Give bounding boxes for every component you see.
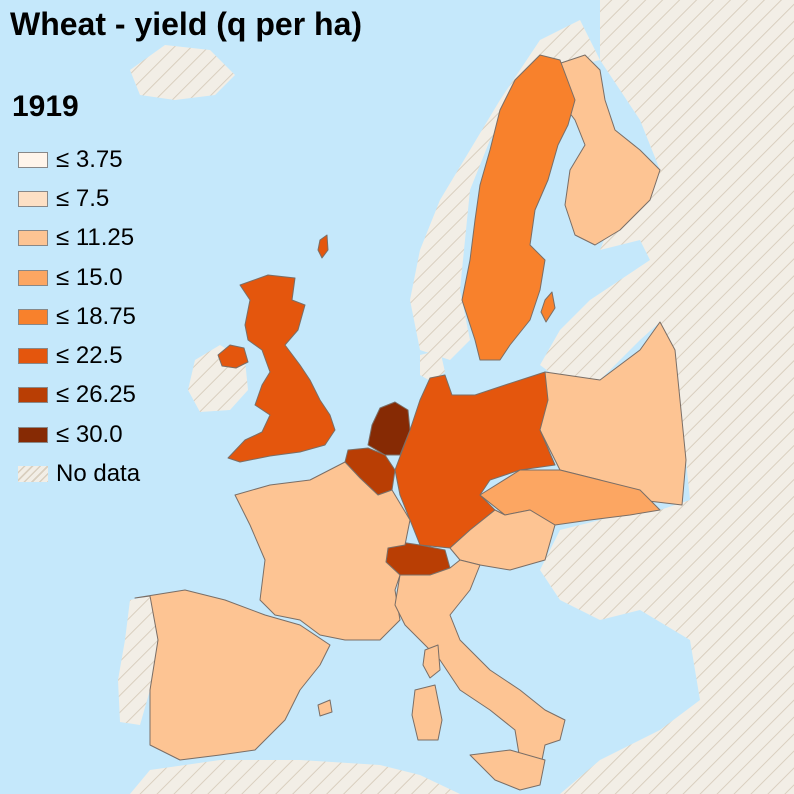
legend: ≤ 3.75 ≤ 7.5 ≤ 11.25 ≤ 15.0 ≤ 18.75 ≤ 22…	[18, 140, 140, 494]
legend-swatch	[18, 387, 48, 404]
legend-label: ≤ 7.5	[56, 184, 110, 212]
legend-label: ≤ 15.0	[56, 263, 123, 291]
region-germany	[394, 371, 556, 549]
no-data-norway	[410, 20, 600, 360]
no-data-eastern-europe	[540, 0, 794, 794]
region-poland	[529, 321, 687, 506]
legend-item: ≤ 3.75	[18, 140, 140, 179]
no-data-portugal	[118, 596, 158, 725]
region-corsica	[422, 644, 441, 679]
region-shetland	[317, 234, 329, 259]
legend-label: ≤ 22.5	[56, 342, 123, 370]
legend-item: ≤ 30.0	[18, 415, 140, 454]
legend-item: No data	[18, 454, 140, 493]
legend-label: ≤ 11.25	[56, 224, 135, 252]
legend-swatch	[18, 426, 48, 443]
region-netherlands	[367, 401, 411, 456]
region-finland	[554, 54, 661, 246]
region-gotland	[540, 291, 556, 323]
legend-swatch	[18, 151, 48, 168]
region-sweden	[461, 54, 576, 361]
map-title: Wheat - yield (q per ha)	[10, 6, 363, 42]
region-northern-ireland	[217, 344, 249, 369]
legend-item: ≤ 26.25	[18, 376, 140, 415]
legend-item: ≤ 18.75	[18, 297, 140, 336]
map-year: 1919	[12, 90, 79, 123]
legend-label: No data	[56, 460, 141, 488]
no-data-balkans-denmark	[420, 350, 445, 382]
region-great-britain	[227, 274, 336, 463]
region-spain	[134, 589, 331, 761]
legend-label: ≤ 26.25	[56, 381, 136, 409]
legend-label: ≤ 18.75	[56, 302, 136, 330]
no-data-iceland	[130, 45, 235, 100]
legend-label: ≤ 30.0	[56, 420, 123, 448]
region-balearic	[317, 699, 333, 717]
legend-swatch	[18, 190, 48, 207]
region-sicily	[469, 749, 546, 791]
legend-item: ≤ 22.5	[18, 336, 140, 375]
legend-item: ≤ 7.5	[18, 179, 140, 218]
no-data-north-africa	[130, 760, 460, 794]
region-sardinia	[411, 684, 443, 741]
legend-swatch	[18, 230, 48, 247]
legend-swatch	[18, 308, 48, 325]
legend-item: ≤ 11.25	[18, 219, 140, 258]
legend-swatch	[18, 466, 48, 483]
legend-swatch	[18, 348, 48, 365]
legend-item: ≤ 15.0	[18, 258, 140, 297]
legend-label: ≤ 3.75	[56, 145, 123, 173]
legend-swatch	[18, 269, 48, 286]
